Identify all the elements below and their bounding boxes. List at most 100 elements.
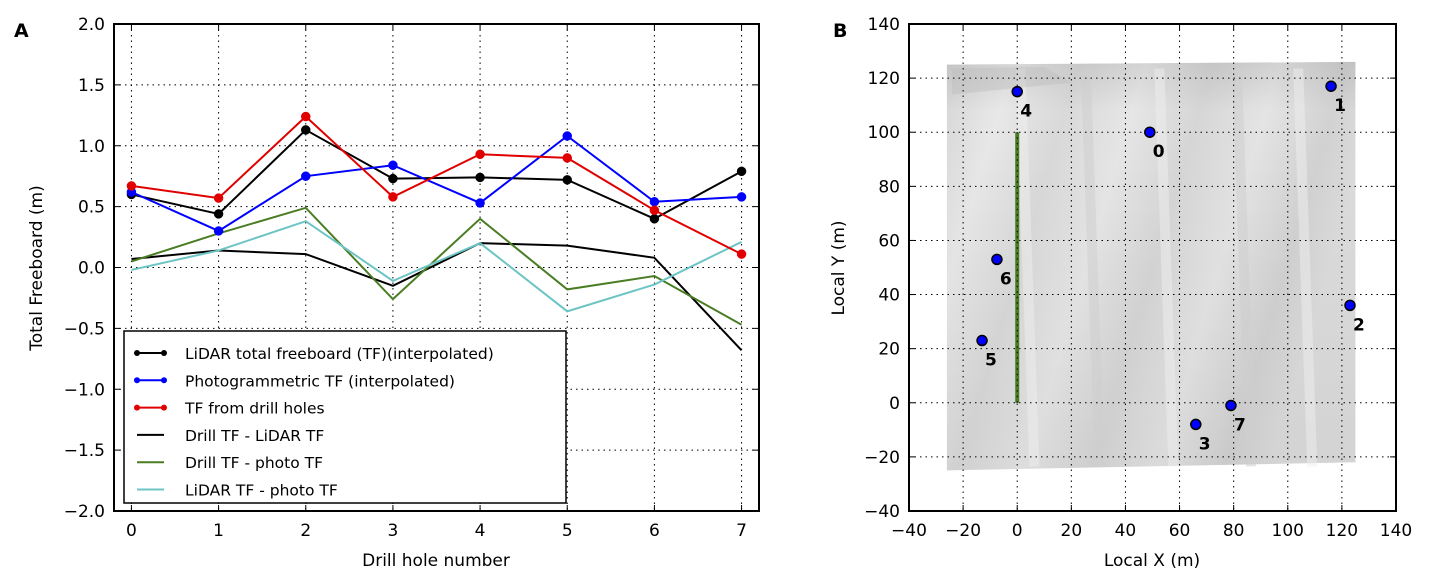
panel-b-frame <box>908 23 1397 512</box>
drill-hole-label: 7 <box>1234 415 1246 435</box>
series-2 <box>126 111 747 259</box>
legend-marker <box>134 404 140 411</box>
panel-a-label: A <box>14 20 29 42</box>
data-point <box>475 149 485 160</box>
x-tick-label: 2 <box>300 521 311 541</box>
drill-hole-point: 6 <box>991 253 1012 289</box>
data-point <box>213 193 224 203</box>
panel-b-label: B <box>833 20 847 42</box>
y-tick-label: 2.0 <box>78 15 105 35</box>
data-point <box>475 198 485 208</box>
legend-entry: Photogrammetric TF (interpolated) <box>134 372 455 390</box>
drill-hole-point: 3 <box>1190 418 1211 454</box>
legend-label: Drill TF - photo TF <box>185 454 323 472</box>
drill-hole-point: 5 <box>976 334 997 371</box>
panel-a-ticks: 0 1 2 3 4 5 6 7 −2.0 −1.5 −1.0 −0.5 0.0 0.5 1.0 1.5 2.0 <box>64 15 759 541</box>
data-point <box>301 125 311 135</box>
legend-marker <box>134 377 140 384</box>
x-tick-label: 5 <box>562 521 573 541</box>
y-tick-label: 0.5 <box>78 198 105 218</box>
x-tick-label: 1 <box>213 521 224 541</box>
data-point <box>736 166 747 177</box>
x-tick-label: 120 <box>1326 521 1358 541</box>
raster-streak <box>1080 68 1105 467</box>
series-line <box>131 242 743 351</box>
legend-entry: TF from drill holes <box>134 400 325 418</box>
drill-hole-marker <box>1144 126 1156 138</box>
legend-marker <box>161 377 167 384</box>
raster-streak <box>1154 68 1179 467</box>
x-tick-label: 140 <box>1380 521 1412 541</box>
panel-a-y-axis-label: Total Freeboard (m) <box>27 185 47 352</box>
drill-hole-point: 0 <box>1144 126 1165 162</box>
data-point <box>301 171 311 181</box>
x-tick-label: 20 <box>1061 521 1083 541</box>
series-line <box>131 220 743 313</box>
y-tick-label: −40 <box>864 502 900 522</box>
drill-hole-label: 5 <box>985 351 997 371</box>
y-tick-label: −1.0 <box>64 380 105 400</box>
legend-label: LiDAR TF - photo TF <box>185 482 338 500</box>
panel-a-frame <box>113 23 760 512</box>
x-tick-label: 80 <box>1223 521 1245 541</box>
series-3 <box>131 242 743 351</box>
drill-hole-marker <box>1225 399 1237 412</box>
series-line <box>131 206 743 326</box>
panel-a-legend: LiDAR total freeboard (TF)(interpolated)… <box>123 330 567 504</box>
y-tick-label: 80 <box>878 177 900 197</box>
legend-entry: LiDAR total freeboard (TF)(interpolated) <box>134 345 494 363</box>
x-tick-label: −20 <box>945 521 981 541</box>
series-4 <box>131 206 743 326</box>
panel-b-chart: B 0 1 2 3 4 5 6 7 −40 −20 0 20 40 60 80 100 120 140 −40 −2… <box>829 15 1412 571</box>
y-tick-label: 40 <box>878 286 900 306</box>
x-tick-label: 60 <box>1169 521 1191 541</box>
raster-streak <box>1015 68 1040 467</box>
data-point <box>213 226 224 236</box>
series-5 <box>131 220 743 313</box>
data-point <box>562 131 572 141</box>
drill-hole-point: 7 <box>1225 399 1246 435</box>
legend-marker <box>161 404 167 411</box>
panel-b-y-axis-label: Local Y (m) <box>829 220 849 315</box>
x-tick-label: 40 <box>1115 521 1137 541</box>
x-tick-label: 3 <box>388 521 399 541</box>
data-point <box>736 192 747 202</box>
x-tick-label: 0 <box>126 521 137 541</box>
x-tick-label: 7 <box>736 521 747 541</box>
data-point <box>301 111 311 122</box>
legend-box <box>123 330 567 504</box>
y-tick-label: −0.5 <box>64 319 105 339</box>
drill-hole-point: 2 <box>1344 299 1365 335</box>
legend-entry: Drill TF - LiDAR TF <box>137 427 324 445</box>
panel-b-marks: 0 1 2 3 4 5 6 7 <box>976 80 1365 454</box>
data-point <box>649 214 660 224</box>
drill-hole-marker <box>1190 418 1202 431</box>
series-line <box>131 134 742 233</box>
legend-label: Photogrammetric TF (interpolated) <box>185 372 455 390</box>
y-tick-label: −1.5 <box>64 441 105 461</box>
data-point <box>388 173 398 184</box>
x-tick-label: −40 <box>891 521 927 541</box>
panel-b-x-axis-label: Local X (m) <box>1104 551 1200 571</box>
drill-hole-label: 2 <box>1353 315 1365 335</box>
panel-a-grid <box>114 24 759 511</box>
data-point <box>736 249 747 259</box>
panel-a-chart: A 0 1 2 3 4 5 6 7 −2.0 −1.5 −1.0 −0.5 0.0 0.5 1.0 1.5 2.… <box>14 15 760 571</box>
raster-shade <box>946 61 1356 471</box>
data-point <box>475 172 485 183</box>
data-point <box>388 160 398 170</box>
x-tick-label: 100 <box>1272 521 1304 541</box>
legend-entry: LiDAR TF - photo TF <box>137 482 338 500</box>
panel-b-elevation-raster <box>946 61 1356 471</box>
drill-hole-point: 4 <box>1011 85 1032 122</box>
legend-marker <box>134 350 140 356</box>
data-point <box>388 192 398 202</box>
y-tick-label: 1.0 <box>78 137 105 157</box>
drill-hole-label: 4 <box>1020 102 1032 122</box>
data-point <box>562 153 572 163</box>
drill-hole-marker <box>1344 299 1356 312</box>
y-tick-label: 120 <box>868 69 900 89</box>
y-tick-label: 60 <box>878 231 900 251</box>
raster-dark-patch <box>951 66 1072 95</box>
